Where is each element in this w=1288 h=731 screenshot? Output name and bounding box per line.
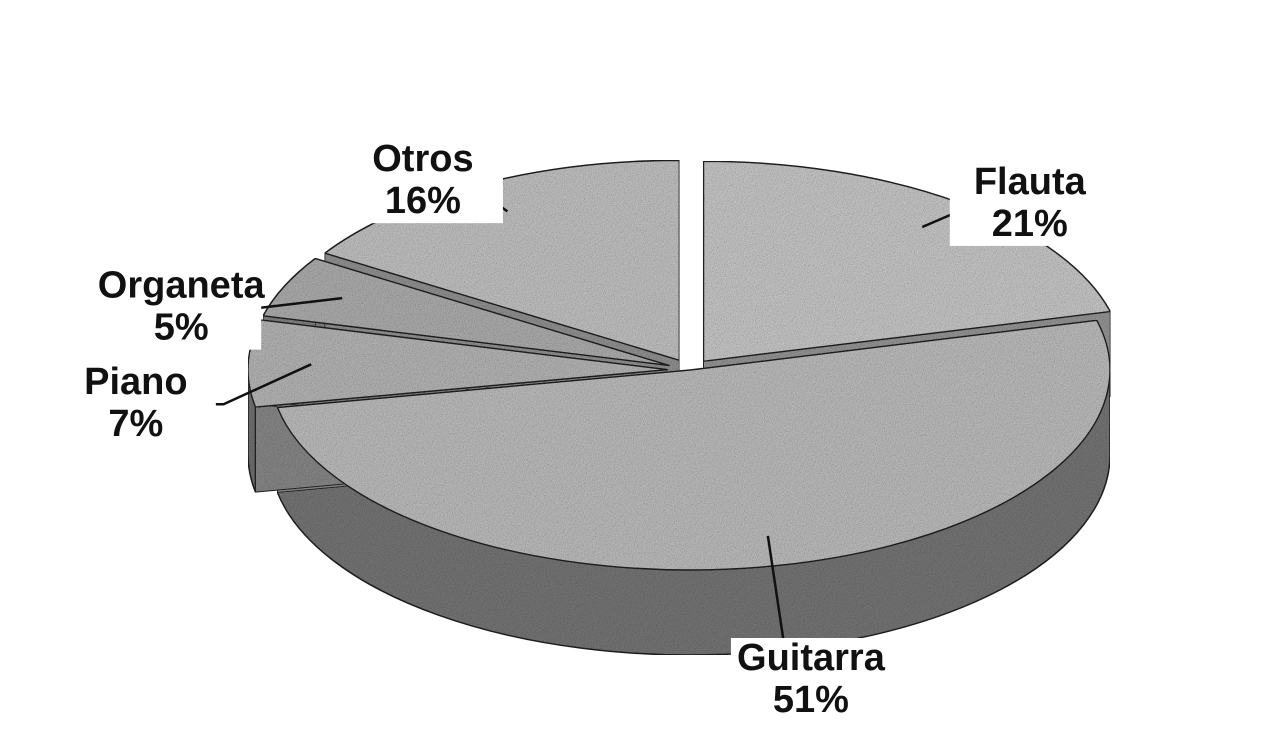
slice-value-label: 16% (385, 180, 461, 222)
label-bg (55, 362, 216, 447)
label-bg (730, 638, 891, 722)
slice-value-label: 51% (773, 679, 849, 721)
label-bg (342, 139, 503, 224)
slice-label: Guitarra (737, 637, 886, 679)
pie-slice (261, 257, 671, 367)
slice-label: Otros (372, 138, 473, 180)
label-bg (949, 161, 1110, 246)
pie-slice (276, 319, 1111, 571)
slice-value-label: 5% (154, 307, 209, 349)
slice-label: Organeta (98, 265, 266, 307)
slice-label: Piano (84, 361, 187, 403)
label-bg (101, 265, 262, 350)
slice-label: Flauta (974, 161, 1087, 203)
slice-value-label: 21% (992, 203, 1068, 245)
slice-value-label: 7% (108, 403, 163, 445)
